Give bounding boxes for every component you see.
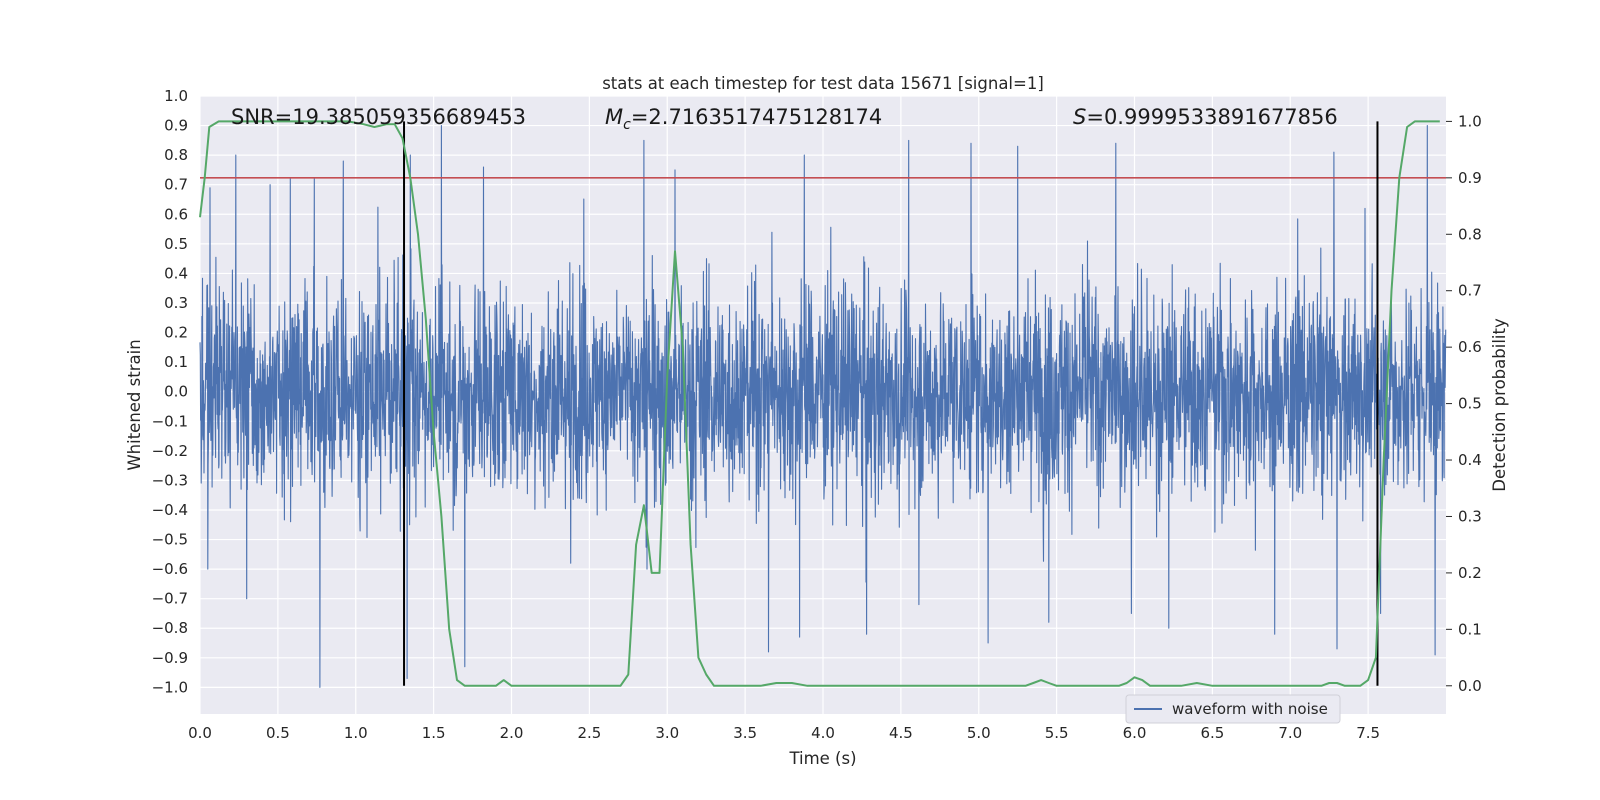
chart-title: stats at each timestep for test data 156… (602, 74, 1044, 93)
score-value: =0.9999533891677856 (1086, 105, 1337, 129)
y-tick-label: −0.3 (152, 471, 188, 489)
y-axis-label: Whitened strain (125, 339, 144, 470)
x-tick-label: 6.5 (1200, 724, 1224, 742)
x-tick-label: 7.0 (1278, 724, 1302, 742)
y2-tick-label: 0.2 (1458, 564, 1482, 582)
y2-axis-ticks: 0.0 0.1 0.2 0.3 0.4 0.5 0.6 0.7 0.8 0.9 1.0 (1446, 112, 1482, 695)
legend-box (1125, 694, 1341, 724)
x-tick-label: 0.0 (188, 724, 212, 742)
y2-tick-label: 1.0 (1458, 112, 1482, 130)
x-tick-label: 3.5 (733, 724, 757, 742)
x-tick-label: 7.5 (1356, 724, 1380, 742)
y-tick-label: −0.7 (152, 590, 188, 608)
x-tick-label: 5.5 (1045, 724, 1069, 742)
y-tick-label: 0.9 (164, 117, 188, 135)
x-tick-label: 6.0 (1123, 724, 1147, 742)
chirp-mass-subscript: c (623, 117, 631, 133)
x-tick-label: 3.0 (655, 724, 679, 742)
y2-tick-label: 0.8 (1458, 225, 1482, 243)
y2-tick-label: 0.9 (1458, 169, 1482, 187)
y-tick-label: 0.6 (164, 205, 188, 223)
detection-probability-line (199, 120, 1440, 687)
chirp-mass-value: =2.7163517475128174 (631, 105, 882, 129)
y2-tick-label: 0.6 (1458, 338, 1482, 356)
y-tick-label: −0.4 (152, 501, 188, 519)
chirp-mass-annotation: Mc=2.7163517475128174 (605, 105, 882, 133)
y2-axis-label: Detection probability (1490, 318, 1509, 492)
x-tick-label: 2.0 (500, 724, 524, 742)
y-tick-label: 0.7 (164, 176, 188, 194)
y-tick-label: 0.4 (164, 264, 188, 282)
snr-annotation: SNR=19.385059356689453 (231, 105, 526, 129)
x-tick-label: 4.5 (889, 724, 913, 742)
waveform-series (199, 125, 1447, 688)
y-tick-label: 1.0 (164, 87, 188, 105)
x-tick-label: 1.0 (344, 724, 368, 742)
y2-tick-label: 0.1 (1458, 620, 1482, 638)
y-tick-label: 0.0 (164, 383, 188, 401)
score-annotation: S=0.9999533891677856 (1073, 105, 1338, 129)
y2-tick-label: 0.4 (1458, 451, 1482, 469)
y-tick-label: −0.1 (152, 412, 188, 430)
waveform-line (199, 125, 1447, 688)
y2-tick-label: 0.0 (1458, 677, 1482, 695)
overlay-lines (199, 120, 1446, 687)
y2-tick-label: 0.3 (1458, 507, 1482, 525)
y-tick-label: 0.2 (164, 324, 188, 342)
x-axis-ticks: 0.0 0.5 1.0 1.5 2.0 2.5 3.0 3.5 4.0 4.5 5.0 5.5 6.0 6… (188, 724, 1380, 742)
y-tick-label: 0.5 (164, 235, 188, 253)
y-tick-label: −0.5 (152, 531, 188, 549)
y-axis-ticks: 1.0 0.9 0.8 0.7 0.6 0.5 0.4 0.3 0.2 0.1 0.0 −0.1 −0.… (152, 87, 188, 696)
y2-tick-label: 0.7 (1458, 282, 1482, 300)
y2-tick-label: 0.5 (1458, 395, 1482, 413)
x-tick-label: 0.5 (266, 724, 290, 742)
y-tick-label: 0.3 (164, 294, 188, 312)
y-tick-label: −1.0 (152, 678, 188, 696)
x-tick-label: 1.5 (422, 724, 446, 742)
legend: waveform with noise (1125, 694, 1341, 724)
chirp-mass-symbol: M (605, 105, 623, 129)
score-symbol: S (1073, 105, 1086, 129)
x-axis-label: Time (s) (788, 749, 856, 768)
y-tick-label: −0.9 (152, 649, 188, 667)
y-tick-label: 0.8 (164, 146, 188, 164)
x-tick-label: 4.0 (811, 724, 835, 742)
y-tick-label: −0.2 (152, 442, 188, 460)
x-tick-label: 5.0 (967, 724, 991, 742)
legend-label: waveform with noise (1172, 700, 1328, 718)
y-tick-label: −0.6 (152, 560, 188, 578)
y-tick-label: 0.1 (164, 353, 188, 371)
y-tick-label: −0.8 (152, 619, 188, 637)
x-tick-label: 2.5 (577, 724, 601, 742)
